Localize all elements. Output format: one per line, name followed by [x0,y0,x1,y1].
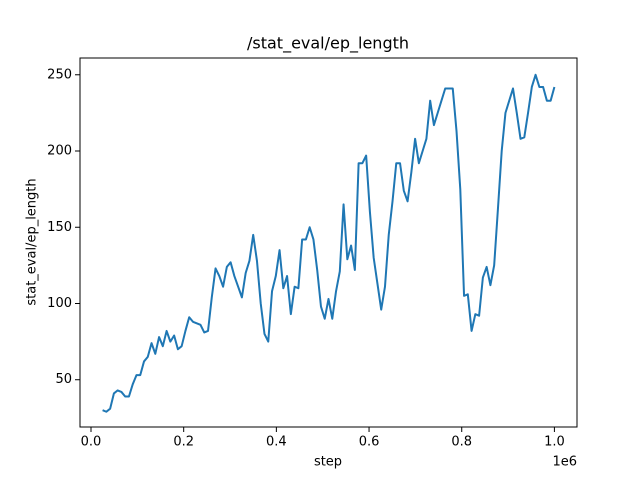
y-tick-label: 50 [55,372,72,387]
x-offset-label: 1e6 [552,455,577,470]
x-tick-label: 0.2 [173,435,194,450]
chart-title: /stat_eval/ep_length [247,34,409,54]
y-tick-label: 250 [47,67,72,82]
x-axis-label: step [314,455,342,470]
x-tick-label: 0.8 [451,435,472,450]
y-tick-label: 200 [47,144,72,159]
data-line [102,73,556,413]
axes-frame [79,57,578,428]
x-tick-label: 0.0 [81,435,102,450]
y-axis-label: stat_eval/ep_length [25,178,40,305]
y-tick-label: 100 [47,296,72,311]
y-tick-label: 150 [47,220,72,235]
x-tick-label: 0.6 [359,435,380,450]
x-tick-label: 1.0 [544,435,565,450]
x-tick-label: 0.4 [266,435,287,450]
